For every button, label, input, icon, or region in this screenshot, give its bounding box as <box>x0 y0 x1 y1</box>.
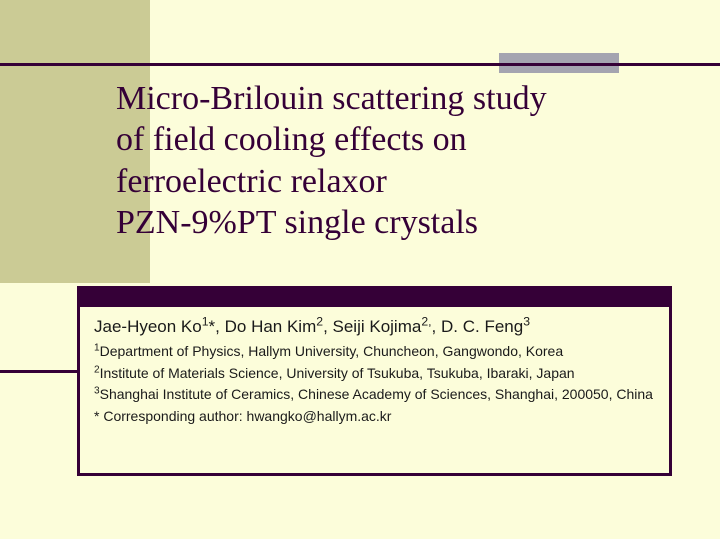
affiliation-line: 3Shanghai Institute of Ceramics, Chinese… <box>94 386 657 404</box>
title-line: PZN-9%PT single crystals <box>116 202 547 243</box>
title-line: of field cooling effects on <box>116 119 547 160</box>
author-box-top-bar <box>80 289 669 307</box>
affiliations: 1Department of Physics, Hallym Universit… <box>94 343 657 404</box>
affiliation-line: 2Institute of Materials Science, Univers… <box>94 365 657 383</box>
horizontal-rule-top <box>0 63 720 66</box>
slide-title: Micro-Brilouin scattering study of field… <box>116 78 547 244</box>
authors-line: Jae-Hyeon Ko1*, Do Han Kim2, Seiji Kojim… <box>94 317 657 337</box>
author-box: Jae-Hyeon Ko1*, Do Han Kim2, Seiji Kojim… <box>77 286 672 476</box>
slide: Micro-Brilouin scattering study of field… <box>0 0 720 539</box>
affiliation-line: 1Department of Physics, Hallym Universit… <box>94 343 657 361</box>
title-line: Micro-Brilouin scattering study <box>116 78 547 119</box>
author-box-content: Jae-Hyeon Ko1*, Do Han Kim2, Seiji Kojim… <box>80 307 669 439</box>
corresponding-author: * Corresponding author: hwangko@hallym.a… <box>94 408 657 426</box>
title-line: ferroelectric relaxor <box>116 161 547 202</box>
